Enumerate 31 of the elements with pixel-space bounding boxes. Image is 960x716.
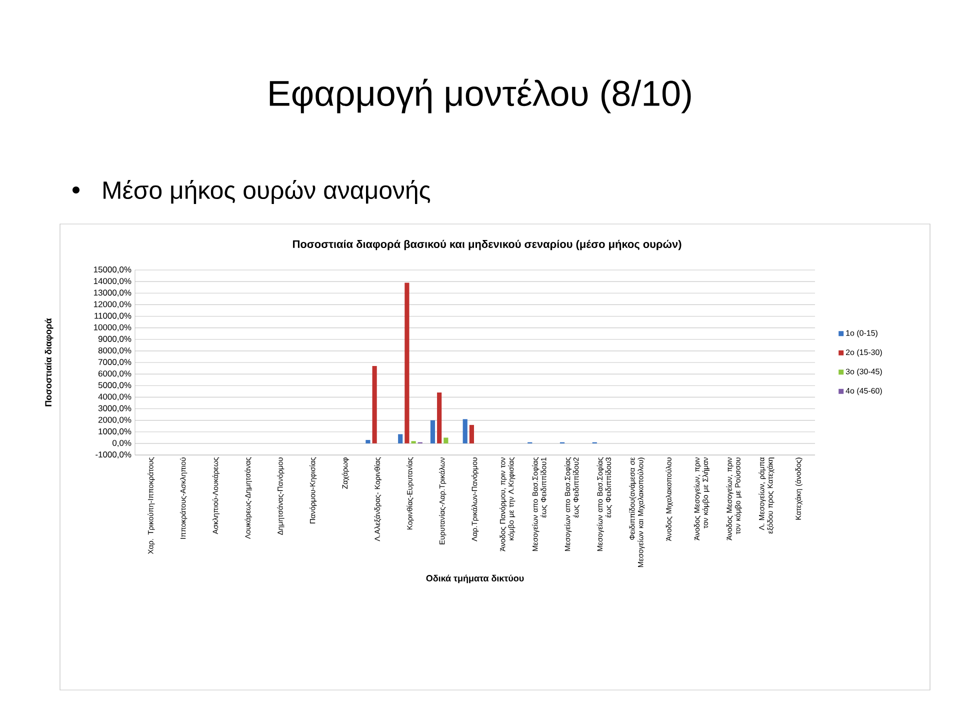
y-tick-label: 0,0% [112, 440, 132, 447]
y-tick-label: 4000,0% [98, 394, 132, 401]
bar [404, 282, 410, 444]
y-tick-label: 13000,0% [94, 290, 132, 297]
bar [462, 419, 468, 444]
y-tick-label: 3000,0% [98, 405, 132, 412]
bar [398, 434, 403, 444]
bar [437, 392, 442, 444]
bar [372, 366, 377, 444]
y-tick-label: -1000,0% [96, 452, 132, 458]
y-tick-label: 9000,0% [98, 336, 132, 343]
y-tick-label: 5000,0% [98, 382, 132, 390]
y-tick-label: 14000,0% [94, 278, 132, 286]
bar [366, 440, 370, 444]
bar [430, 420, 436, 444]
y-tick-label: 8000,0% [98, 347, 132, 354]
text: Εφαρμογή μοντέλου (8/10) [270, 78, 691, 114]
x-axis-title: Οδικά τμήματα δικτύου [426, 574, 524, 584]
chart-title: Ποσοστιαία διαφορά βασικού και μηδενικού σεναρίου (μέσο μήκος ουρών) [293, 240, 682, 250]
y-tick-label: 11000,0% [94, 312, 132, 320]
y-tick-label: 7000,0% [98, 359, 132, 366]
bar [469, 424, 474, 444]
y-tick-label: 10000,0% [94, 324, 132, 332]
y-tick-label: 12000,0% [94, 301, 132, 308]
text: Μέσο μήκος ουρών αναμονής [104, 180, 430, 204]
y-tick-label: 2000,0% [98, 416, 132, 424]
y-axis-title: Ποσοστιαία διαφορά [44, 318, 54, 406]
y-tick-label: 1000,0% [98, 428, 132, 436]
y-tick-label: 15000,0% [94, 266, 132, 274]
y-tick-label: 6000,0% [98, 370, 132, 378]
bar [444, 438, 448, 444]
